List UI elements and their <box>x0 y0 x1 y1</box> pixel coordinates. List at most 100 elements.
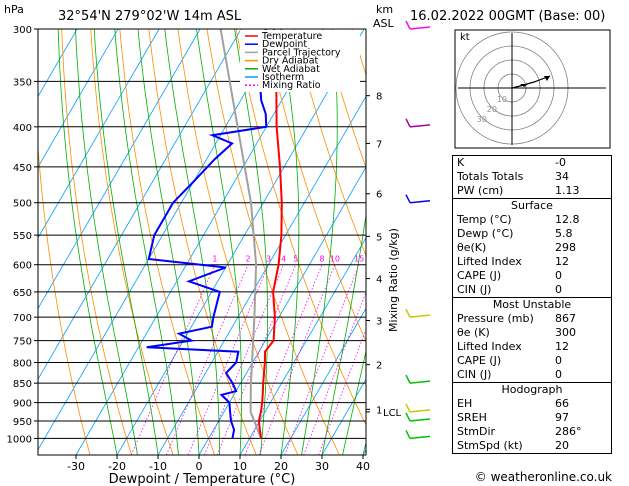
row-label: SREH <box>457 411 487 424</box>
x-tick-label: -10 <box>149 460 167 473</box>
wind-barb-flag <box>405 412 411 422</box>
row-label: Dewp (°C) <box>457 227 514 240</box>
plot-frame <box>37 28 367 456</box>
x-tick-label: 40 <box>356 460 370 473</box>
table-row: PW (cm) 1.13 <box>453 184 611 198</box>
row-label: Temp (°C) <box>457 213 512 226</box>
row-label: PW (cm) <box>457 184 504 197</box>
table-row: EH 66 <box>453 397 611 411</box>
mixing-ratio-line <box>284 264 360 455</box>
mixing-ratio-line <box>318 328 366 455</box>
x-axis-label: Dewpoint / Temperature (°C) <box>109 472 296 486</box>
wet-adiabat-line <box>137 29 200 455</box>
row-label: Pressure (mb) <box>457 312 534 325</box>
dry-adiabat-line <box>206 29 340 455</box>
row-label: K <box>457 156 465 169</box>
row-value: 286° <box>555 425 582 438</box>
row-label: Lifted Index <box>457 255 522 268</box>
height-tick-label: 7 <box>376 139 382 150</box>
hodograph-frame <box>454 29 611 149</box>
hodograph-arrow <box>544 76 550 81</box>
mixing-ratio-line <box>258 264 336 455</box>
table-row: CAPE (J) 0 <box>453 269 611 283</box>
isotherm-line <box>75 29 324 455</box>
table-row: θe(K) 298 <box>453 241 611 255</box>
row-value: 34 <box>555 170 569 183</box>
wind-barb-flag <box>405 308 411 318</box>
wind-barb-staff <box>409 435 431 440</box>
row-value: 0 <box>555 269 562 282</box>
height-tick-label: 1 <box>376 405 382 416</box>
row-value: 12 <box>555 340 569 353</box>
mixing-ratio-label: 20 <box>372 255 382 264</box>
dry-adiabat-line <box>264 29 366 343</box>
indices-panel: K -0 Totals Totals 34 PW (cm) 1.13 Surface Te… <box>452 155 612 454</box>
hodograph-ring-label: 30 <box>477 115 487 124</box>
table-row: Pressure (mb) 867 <box>453 312 611 326</box>
height-tick-label: 8 <box>376 92 382 103</box>
row-value: 0 <box>555 283 562 296</box>
storm-motion-marker <box>520 84 528 87</box>
mixing-ratio-axis-label: Mixing Ratio (g/kg) <box>387 228 400 332</box>
row-label: CIN (J) <box>457 368 492 381</box>
mixing-ratio-line <box>130 264 216 455</box>
pressure-tick-label: 400 <box>13 123 32 134</box>
height-tick-label: 2 <box>376 361 382 372</box>
pressure-tick-label: 500 <box>13 199 32 210</box>
mixing-ratio-label: 4 <box>281 255 286 264</box>
wind-barb-staff <box>409 26 431 30</box>
row-label: CAPE (J) <box>457 354 502 367</box>
isotherm-line <box>239 236 366 455</box>
legend-label: Mixing Ratio <box>262 80 321 91</box>
most-unstable-box: Most Unstable Pressure (mb) 867 θe (K) 300 L… <box>452 298 612 383</box>
pressure-tick-label: 550 <box>13 231 32 242</box>
wind-barb-flag <box>405 20 411 30</box>
wind-barb-flag <box>405 430 411 439</box>
pressure-tick-label: 900 <box>13 399 32 410</box>
pressure-tick-label: 950 <box>13 417 32 428</box>
table-row: CIN (J) 0 <box>453 283 611 297</box>
table-row: K -0 <box>453 156 611 170</box>
row-value: 12 <box>555 255 569 268</box>
height-tick-label: 5 <box>376 232 382 243</box>
row-label: CIN (J) <box>457 283 492 296</box>
table-row: CIN (J) 0 <box>453 368 611 382</box>
isotherm-line <box>321 378 366 455</box>
hodograph-ring-label: 20 <box>487 105 497 114</box>
wind-barb-flag <box>405 118 411 128</box>
legend-label: Dry Adiabat <box>262 56 319 67</box>
isotherm-line <box>198 166 366 455</box>
dry-adiabat-line <box>293 29 366 257</box>
table-row: StmDir 286° <box>453 425 611 439</box>
isotherm-line <box>280 307 366 455</box>
wind-barb-staff <box>409 199 431 204</box>
dry-adiabat-line <box>148 29 257 455</box>
dry-adiabat-line <box>90 29 174 455</box>
wet-adiabat-line <box>342 349 366 455</box>
legend-box <box>240 30 360 92</box>
wind-barb-staff <box>409 380 431 384</box>
mixing-ratio-label: 1 <box>212 255 217 264</box>
dry-adiabat-line <box>38 142 91 455</box>
isotherm-line <box>38 29 283 451</box>
pressure-tick-label: 450 <box>13 163 32 174</box>
row-label: CAPE (J) <box>457 269 502 282</box>
wet-adiabat-line <box>57 29 118 455</box>
row-label: θe (K) <box>457 326 490 339</box>
table-row: θe (K) 300 <box>453 326 611 340</box>
wind-barb-staff <box>409 409 431 413</box>
table-row: StmSpd (kt) 20 <box>453 439 611 453</box>
row-value: 0 <box>555 354 562 367</box>
isotherm-line <box>116 29 365 455</box>
pressure-tick-label: 600 <box>13 261 32 272</box>
mixing-ratio-label: 3 <box>266 255 271 264</box>
wind-barb-staff <box>409 124 431 128</box>
wet-adiabat-line <box>114 29 179 455</box>
height-tick-label: LCL <box>383 408 402 419</box>
wind-barb-flag <box>405 374 411 384</box>
pressure-tick-label: 300 <box>13 25 32 36</box>
dry-adiabat-line <box>614 29 629 455</box>
mixing-ratio-line <box>187 264 269 455</box>
copyright-label: © weatheronline.co.uk <box>475 470 612 484</box>
pressure-tick-label: 850 <box>13 379 32 390</box>
